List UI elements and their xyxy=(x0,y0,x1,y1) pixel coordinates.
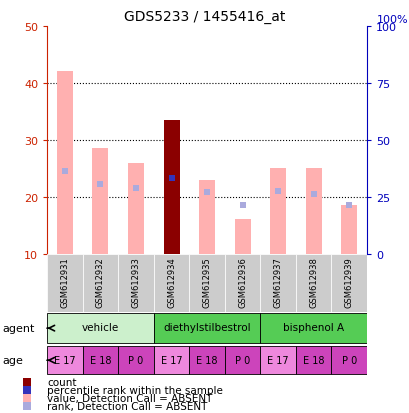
Bar xyxy=(224,254,260,312)
Text: GSM612936: GSM612936 xyxy=(238,257,247,308)
Text: bisphenol A: bisphenol A xyxy=(282,323,344,332)
Text: GSM612931: GSM612931 xyxy=(60,257,69,308)
Bar xyxy=(47,313,153,343)
Text: E 18: E 18 xyxy=(196,355,217,365)
Bar xyxy=(234,220,250,254)
Bar xyxy=(260,313,366,343)
Text: P 0: P 0 xyxy=(341,355,356,365)
Text: vehicle: vehicle xyxy=(82,323,119,332)
Bar xyxy=(305,169,321,254)
Bar xyxy=(128,163,144,254)
Text: GSM612937: GSM612937 xyxy=(273,257,282,308)
Bar xyxy=(295,254,330,312)
Bar xyxy=(270,169,285,254)
Text: age: age xyxy=(2,355,23,366)
Bar xyxy=(57,72,73,254)
Text: rank, Detection Call = ABSENT: rank, Detection Call = ABSENT xyxy=(47,401,207,411)
Text: E 18: E 18 xyxy=(90,355,111,365)
Bar xyxy=(47,254,83,312)
Bar xyxy=(83,254,118,312)
Bar xyxy=(118,347,153,374)
Bar xyxy=(199,180,214,254)
Text: GSM612933: GSM612933 xyxy=(131,257,140,308)
Bar xyxy=(163,121,179,254)
Bar xyxy=(260,347,295,374)
Y-axis label: 100%: 100% xyxy=(376,14,407,25)
Text: P 0: P 0 xyxy=(128,355,143,365)
Bar xyxy=(340,206,356,254)
Text: E 17: E 17 xyxy=(54,355,76,365)
Text: P 0: P 0 xyxy=(234,355,249,365)
Bar xyxy=(330,254,366,312)
Text: GSM612938: GSM612938 xyxy=(308,257,317,308)
Bar xyxy=(118,254,153,312)
Bar xyxy=(189,254,224,312)
Bar xyxy=(260,254,295,312)
Bar xyxy=(153,347,189,374)
Bar xyxy=(153,254,189,312)
Bar xyxy=(189,347,224,374)
Bar xyxy=(153,313,260,343)
Bar xyxy=(92,149,108,254)
Bar xyxy=(224,347,260,374)
Text: percentile rank within the sample: percentile rank within the sample xyxy=(47,385,222,395)
Text: GSM612934: GSM612934 xyxy=(166,257,175,308)
Text: E 17: E 17 xyxy=(160,355,182,365)
Text: agent: agent xyxy=(2,323,34,333)
Text: GSM612932: GSM612932 xyxy=(96,257,105,308)
Text: GSM612939: GSM612939 xyxy=(344,257,353,308)
Bar xyxy=(83,347,118,374)
Text: E 18: E 18 xyxy=(302,355,324,365)
Text: value, Detection Call = ABSENT: value, Detection Call = ABSENT xyxy=(47,393,212,403)
Text: E 17: E 17 xyxy=(267,355,288,365)
Text: diethylstilbestrol: diethylstilbestrol xyxy=(163,323,250,332)
Text: GDS5233 / 1455416_at: GDS5233 / 1455416_at xyxy=(124,10,285,24)
Bar xyxy=(47,347,83,374)
Text: count: count xyxy=(47,377,76,387)
Text: GSM612935: GSM612935 xyxy=(202,257,211,308)
Bar xyxy=(330,347,366,374)
Bar xyxy=(295,347,330,374)
